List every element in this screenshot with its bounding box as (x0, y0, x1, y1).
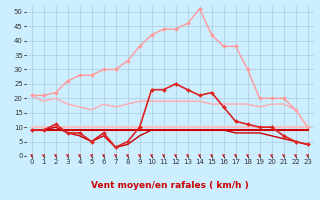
X-axis label: Vent moyen/en rafales ( km/h ): Vent moyen/en rafales ( km/h ) (91, 181, 248, 190)
